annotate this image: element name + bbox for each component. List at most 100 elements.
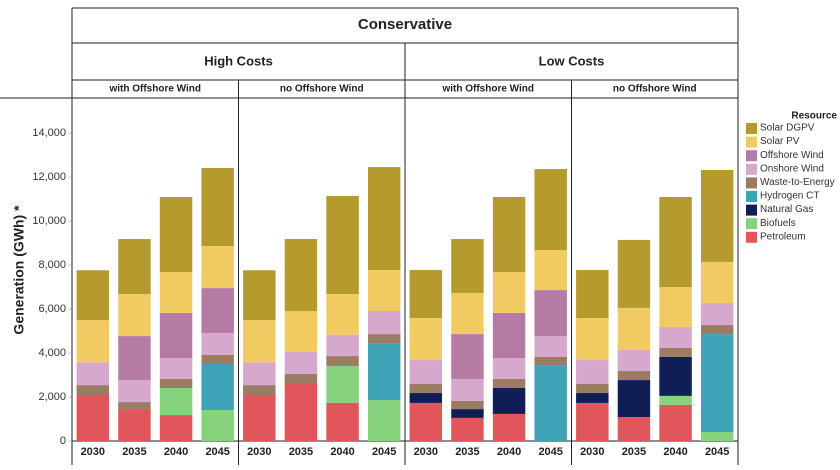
bar-segment <box>534 250 567 291</box>
bar-segment <box>243 320 276 363</box>
bar-segment <box>76 362 110 386</box>
x-tick-label: 2030 <box>247 446 271 458</box>
legend-label: Biofuels <box>760 218 796 229</box>
bar-segment <box>700 325 734 335</box>
x-tick-label: 2030 <box>81 446 105 458</box>
legend-label: Waste-to-Energy <box>760 177 835 188</box>
x-tick-label: 2040 <box>164 446 188 458</box>
y-tick-label: 12,000 <box>32 171 66 183</box>
bar-segment <box>326 195 359 295</box>
bar-segment <box>576 384 609 394</box>
x-tick-label: 2045 <box>705 446 729 458</box>
bar-segment <box>617 417 651 441</box>
bar-segment <box>118 409 151 441</box>
bar-segment <box>367 270 401 311</box>
bar-segment <box>451 400 484 410</box>
bar-segment <box>451 409 484 418</box>
x-tick-label: 2045 <box>538 446 562 458</box>
bar-segment <box>118 294 151 337</box>
bar-segment <box>159 197 193 273</box>
bar-segment <box>243 395 276 441</box>
bar-segment <box>159 272 193 313</box>
bar-segment <box>159 358 193 379</box>
y-tick-label: 14,000 <box>32 127 66 139</box>
bar-segment <box>576 360 609 385</box>
y-tick-label: 10,000 <box>32 215 66 227</box>
bar-segment <box>700 169 734 262</box>
bar-segment <box>659 197 692 287</box>
bar-segment <box>492 358 526 379</box>
bar-segment <box>492 312 526 359</box>
bar-segment <box>367 334 401 344</box>
panel-subtitle: with Offshore Wind <box>441 84 534 95</box>
bar-segment <box>118 336 151 381</box>
bar-segment <box>326 402 359 441</box>
bar-segment <box>451 334 484 379</box>
bar-segment <box>700 303 734 326</box>
bar-segment <box>76 385 110 396</box>
bar-segment <box>659 395 692 405</box>
group-label: High Costs <box>204 53 273 68</box>
bar-segment <box>617 371 651 381</box>
bar-segment <box>201 409 234 441</box>
legend-title: Resource <box>791 111 837 122</box>
bar-segment <box>576 270 609 319</box>
bar-segment <box>492 272 526 313</box>
bar-segment <box>409 318 443 361</box>
bar-segment <box>201 364 234 410</box>
legend-swatch <box>746 150 757 162</box>
bar-segment <box>659 287 692 328</box>
bar-segment <box>367 343 401 401</box>
bar-segment <box>700 261 734 304</box>
bar-segment <box>118 239 151 295</box>
bar-segment <box>159 378 193 388</box>
bar-segment <box>367 400 401 441</box>
x-tick-label: 2045 <box>372 446 396 458</box>
bar-segment <box>201 167 234 247</box>
bar-segment <box>700 334 734 432</box>
bar-segment <box>659 356 692 396</box>
bar-segment <box>201 354 234 364</box>
bar-segment <box>159 415 193 441</box>
bar-segment <box>326 365 359 403</box>
bar-segment <box>617 349 651 372</box>
bar-segment <box>284 239 318 311</box>
panel-subtitle: with Offshore Wind <box>108 84 201 95</box>
legend-swatch <box>746 204 757 216</box>
bar-segment <box>76 395 110 441</box>
legend-swatch <box>746 163 757 175</box>
x-tick-label: 2040 <box>663 446 687 458</box>
legend-swatch <box>746 123 757 134</box>
bar-segment <box>576 318 609 361</box>
bar-segment <box>118 380 151 403</box>
bar-segment <box>243 270 276 321</box>
x-tick-label: 2035 <box>622 446 646 458</box>
bar-segment <box>409 270 443 319</box>
legend-label: Solar PV <box>760 136 800 147</box>
bar-segment <box>492 197 526 273</box>
bar-segment <box>201 288 234 333</box>
bar-segment <box>534 356 567 366</box>
bar-segment <box>76 270 110 321</box>
bar-segment <box>201 332 234 355</box>
chart-title: Conservative <box>358 16 452 33</box>
bar-segment <box>576 402 609 441</box>
bar-segment <box>284 310 318 352</box>
bar-segment <box>159 312 193 359</box>
x-tick-label: 2040 <box>330 446 354 458</box>
bar-segment <box>284 373 318 385</box>
bar-segment <box>617 380 651 418</box>
bar-segment <box>451 239 484 293</box>
legend-label: Natural Gas <box>760 204 813 215</box>
x-tick-label: 2030 <box>580 446 604 458</box>
bar-segment <box>159 387 193 416</box>
x-tick-label: 2030 <box>414 446 438 458</box>
bar-segment <box>326 334 359 357</box>
x-tick-label: 2035 <box>289 446 313 458</box>
bar-segment <box>659 327 692 348</box>
bar-segment <box>409 384 443 394</box>
bar-segment <box>409 402 443 441</box>
bar-segment <box>118 402 151 410</box>
bar-segment <box>451 417 484 441</box>
